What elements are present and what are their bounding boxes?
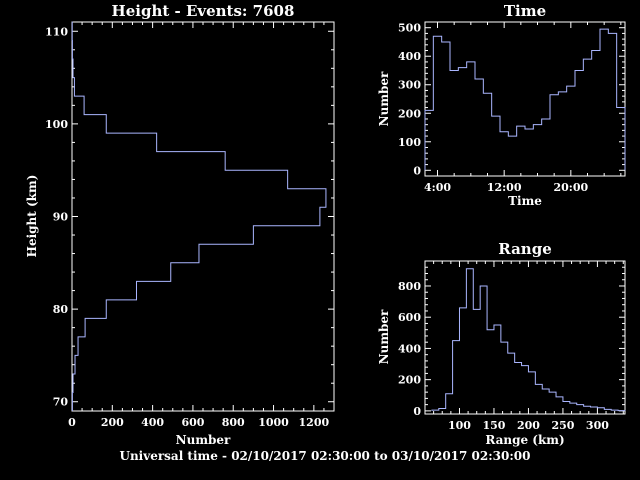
range-ytick-label: 400	[398, 342, 421, 355]
range-histogram-line	[431, 268, 626, 412]
time-axis-ticks: 4:00 12:00 20:00 0 100 200 300 400 500	[398, 21, 625, 194]
range-ytick-label: 0	[413, 405, 421, 418]
height-ytick-label: 90	[53, 211, 69, 224]
range-ytick-label: 600	[398, 311, 421, 324]
range-axis-ticks: 100 150 200 250 300 0 200 400 600 800	[398, 260, 625, 432]
height-panel: Height - Events: 7608 0 200 400 600 800 1000 1…	[25, 2, 335, 447]
height-title: Height - Events: 7608	[112, 2, 295, 20]
range-title: Range	[498, 240, 551, 258]
time-xlabel: Time	[508, 194, 542, 208]
time-panel: Time 4:00 12:00 20:00 0 100 200 300 400 500 Time…	[377, 2, 626, 208]
time-ylabel: Number	[377, 71, 391, 126]
height-xtick-label: 1000	[258, 416, 289, 429]
range-xtick-label: 200	[517, 419, 540, 432]
height-xtick-label: 0	[68, 416, 76, 429]
time-xtick-label: 4:00	[424, 181, 451, 194]
time-ytick-label: 300	[398, 79, 421, 92]
time-range-footer: Universal time - 02/10/2017 02:30:00 to …	[119, 449, 530, 463]
height-ytick-label: 70	[53, 396, 69, 409]
time-ytick-label: 500	[398, 22, 421, 35]
range-ylabel: Number	[377, 309, 391, 364]
range-xtick-label: 150	[482, 419, 505, 432]
time-ytick-label: 100	[398, 136, 421, 149]
range-xlabel: Range (km)	[485, 433, 564, 447]
range-xtick-label: 300	[586, 419, 609, 432]
range-xtick-label: 100	[448, 419, 471, 432]
range-ytick-label: 800	[398, 280, 421, 293]
range-panel: Range 100 150 200 250 300 0 200 400 600 800 Range…	[377, 240, 626, 447]
height-axis-ticks: 0 200 400 600 800 1000 1200 70 80 90 100 110	[45, 22, 335, 429]
height-xtick-label: 200	[101, 416, 124, 429]
range-ytick-label: 200	[398, 374, 421, 387]
height-histogram-line	[71, 21, 327, 411]
time-ytick-label: 0	[413, 164, 421, 177]
height-ytick-label: 110	[45, 25, 68, 38]
height-xtick-label: 800	[222, 416, 245, 429]
time-histogram-line	[424, 28, 626, 171]
height-xlabel: Number	[176, 433, 231, 447]
time-xtick-label: 12:00	[487, 181, 522, 194]
height-ytick-label: 100	[45, 118, 68, 131]
range-xtick-label: 250	[551, 419, 574, 432]
range-plot-frame	[424, 260, 626, 415]
height-xtick-label: 1200	[299, 416, 330, 429]
height-xtick-label: 400	[141, 416, 164, 429]
time-ytick-label: 400	[398, 50, 421, 63]
time-xtick-label: 20:00	[553, 181, 588, 194]
height-xtick-label: 600	[181, 416, 204, 429]
time-title: Time	[504, 2, 546, 20]
time-ytick-label: 200	[398, 107, 421, 120]
time-plot-frame	[424, 21, 626, 177]
height-ylabel: Height (km)	[25, 175, 39, 258]
height-ytick-label: 80	[53, 303, 69, 316]
